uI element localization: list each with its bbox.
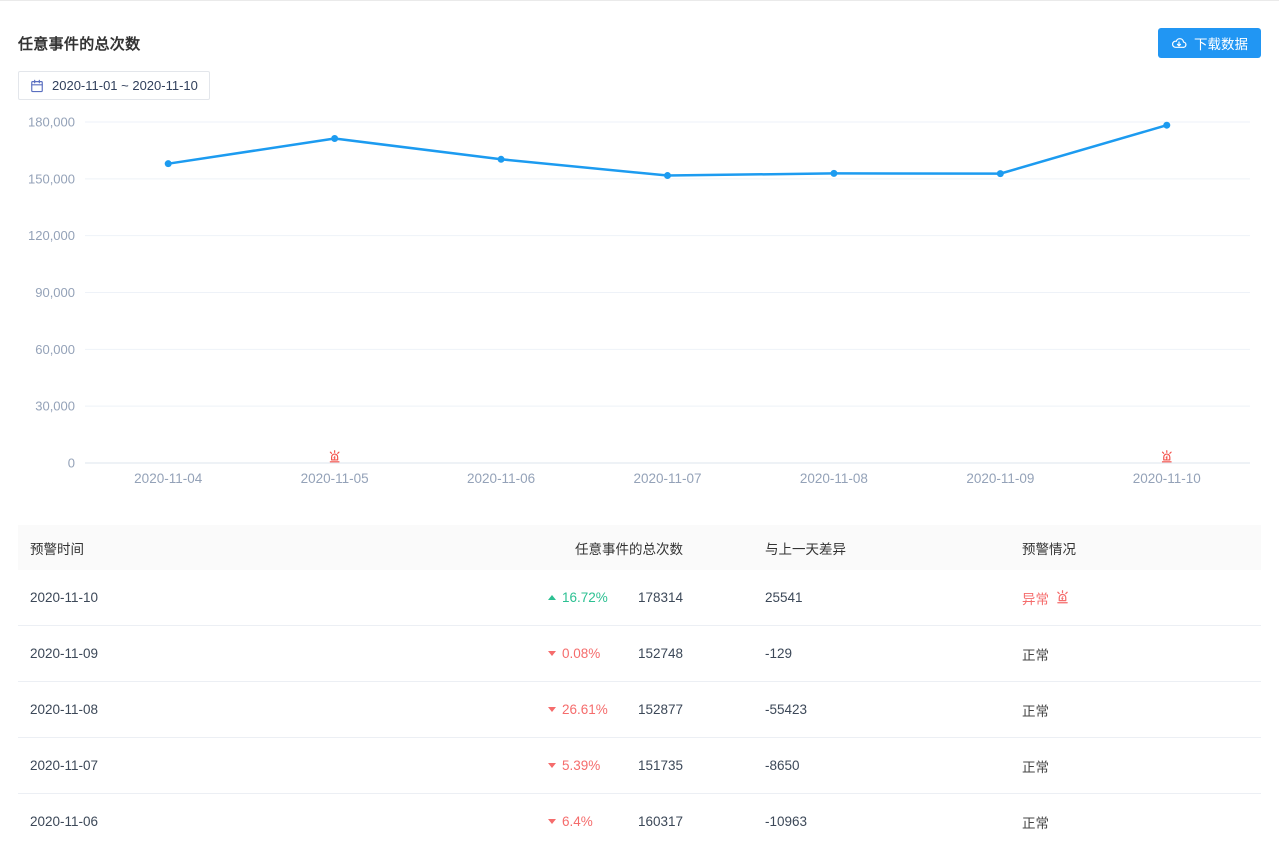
svg-text:2020-11-04: 2020-11-04 (134, 471, 203, 486)
cell-alert-date: 2020-11-10 (30, 590, 99, 605)
table-row: 2020-11-10 16.72% 178314 25541 异常 (18, 570, 1261, 626)
svg-text:90,000: 90,000 (35, 285, 75, 300)
event-count-value: 178314 (638, 590, 684, 605)
svg-text:150,000: 150,000 (28, 171, 75, 186)
col-header-event-count: 任意事件的总次数 (575, 541, 683, 557)
alert-status-label: 正常 (1022, 815, 1049, 831)
trend-arrow-icon (548, 651, 556, 656)
table-body: 2020-11-10 16.72% 178314 25541 异常 2020-1… (18, 570, 1261, 848)
change-percent-badge: 6.4% (545, 814, 638, 829)
change-percent-value: 6.4% (562, 814, 593, 829)
cell-alert-status: 异常 (1022, 588, 1261, 608)
svg-text:60,000: 60,000 (35, 342, 75, 357)
col-header-alert-time: 预警时间 (30, 541, 84, 557)
cell-event-count: 26.61% 152877 (545, 702, 765, 717)
table-row: 2020-11-07 5.39% 151735 -8650 正常 (18, 738, 1261, 794)
line-chart-canvas[interactable]: 0 30,000 60,000 90,000 120,000 150,000 180,000… (0, 109, 1279, 494)
cell-alert-date: 2020-11-09 (30, 646, 99, 661)
change-percent-value: 0.08% (562, 646, 601, 661)
change-percent-badge: 26.61% (545, 702, 638, 717)
cell-alert-status: 正常 (1022, 756, 1261, 776)
cell-alert-date: 2020-11-07 (30, 758, 99, 773)
page-top-divider (0, 0, 1279, 1)
trend-arrow-icon (548, 819, 556, 824)
date-range-value: 2020-11-01 ~ 2020-11-10 (52, 78, 198, 93)
cell-diff-value: 25541 (765, 590, 803, 605)
svg-text:2020-11-09: 2020-11-09 (966, 471, 1034, 486)
date-range-picker[interactable]: 2020-11-01 ~ 2020-11-10 (18, 71, 210, 100)
table-row: 2020-11-06 6.4% 160317 -10963 正常 (18, 794, 1261, 848)
svg-text:2020-11-05: 2020-11-05 (301, 471, 369, 486)
event-count-value: 152877 (638, 702, 684, 717)
trend-arrow-icon (548, 595, 556, 600)
download-button-label: 下载数据 (1194, 37, 1248, 52)
trend-arrow-icon (548, 707, 556, 712)
svg-text:120,000: 120,000 (28, 228, 75, 243)
table-header-row: 预警时间 任意事件的总次数 与上一天差异 预警情况 (18, 525, 1261, 570)
cell-event-count: 0.08% 152748 (545, 646, 765, 661)
change-percent-badge: 16.72% (545, 590, 638, 605)
cell-alert-date: 2020-11-06 (30, 814, 99, 829)
change-percent-badge: 5.39% (545, 758, 638, 773)
trend-arrow-icon (548, 763, 556, 768)
svg-text:2020-11-08: 2020-11-08 (800, 471, 868, 486)
cell-event-count: 5.39% 151735 (545, 758, 765, 773)
alert-status-label: 正常 (1022, 703, 1049, 719)
table-row: 2020-11-09 0.08% 152748 -129 正常 (18, 626, 1261, 682)
cell-diff-value: -55423 (765, 702, 808, 717)
event-count-line-chart[interactable]: 0 30,000 60,000 90,000 120,000 150,000 180,000… (0, 109, 1279, 494)
cell-alert-date: 2020-11-08 (30, 702, 99, 717)
change-percent-value: 26.61% (562, 702, 608, 717)
svg-text:180,000: 180,000 (28, 115, 75, 130)
col-header-alert-status: 预警情况 (1022, 541, 1076, 557)
cell-alert-status: 正常 (1022, 700, 1261, 720)
download-data-button[interactable]: 下载数据 (1158, 28, 1261, 58)
cloud-download-icon (1171, 35, 1187, 51)
page-title: 任意事件的总次数 (18, 36, 141, 53)
col-header-diff-prev-day: 与上一天差异 (765, 541, 846, 557)
cell-diff-value: -129 (765, 646, 793, 661)
event-count-value: 151735 (638, 758, 684, 773)
alert-status-label: 正常 (1022, 759, 1049, 775)
change-percent-badge: 0.08% (545, 646, 638, 661)
cell-event-count: 16.72% 178314 (545, 590, 765, 605)
table-row: 2020-11-08 26.61% 152877 -55423 正常 (18, 682, 1261, 738)
cell-alert-status: 正常 (1022, 812, 1261, 832)
report-header: 任意事件的总次数 下载数据 2020-11-01 ~ 2020-11-10 (0, 1, 1279, 100)
change-percent-value: 16.72% (562, 590, 608, 605)
alert-status-label: 异常 (1022, 591, 1049, 607)
cell-diff-value: -8650 (765, 758, 800, 773)
event-count-value: 160317 (638, 814, 684, 829)
svg-text:30,000: 30,000 (35, 399, 75, 414)
change-percent-value: 5.39% (562, 758, 601, 773)
calendar-icon (30, 79, 44, 93)
alert-table: 预警时间 任意事件的总次数 与上一天差异 预警情况 2020-11-10 16.… (18, 525, 1261, 848)
cell-event-count: 6.4% 160317 (545, 814, 765, 829)
event-count-value: 152748 (638, 646, 684, 661)
svg-text:2020-11-10: 2020-11-10 (1133, 471, 1201, 486)
cell-diff-value: -10963 (765, 814, 808, 829)
cell-alert-status: 正常 (1022, 644, 1261, 664)
svg-text:0: 0 (68, 456, 75, 471)
svg-text:2020-11-06: 2020-11-06 (467, 471, 535, 486)
svg-text:2020-11-07: 2020-11-07 (633, 471, 701, 486)
alert-status-label: 正常 (1022, 647, 1049, 663)
siren-alert-icon (1055, 590, 1070, 605)
